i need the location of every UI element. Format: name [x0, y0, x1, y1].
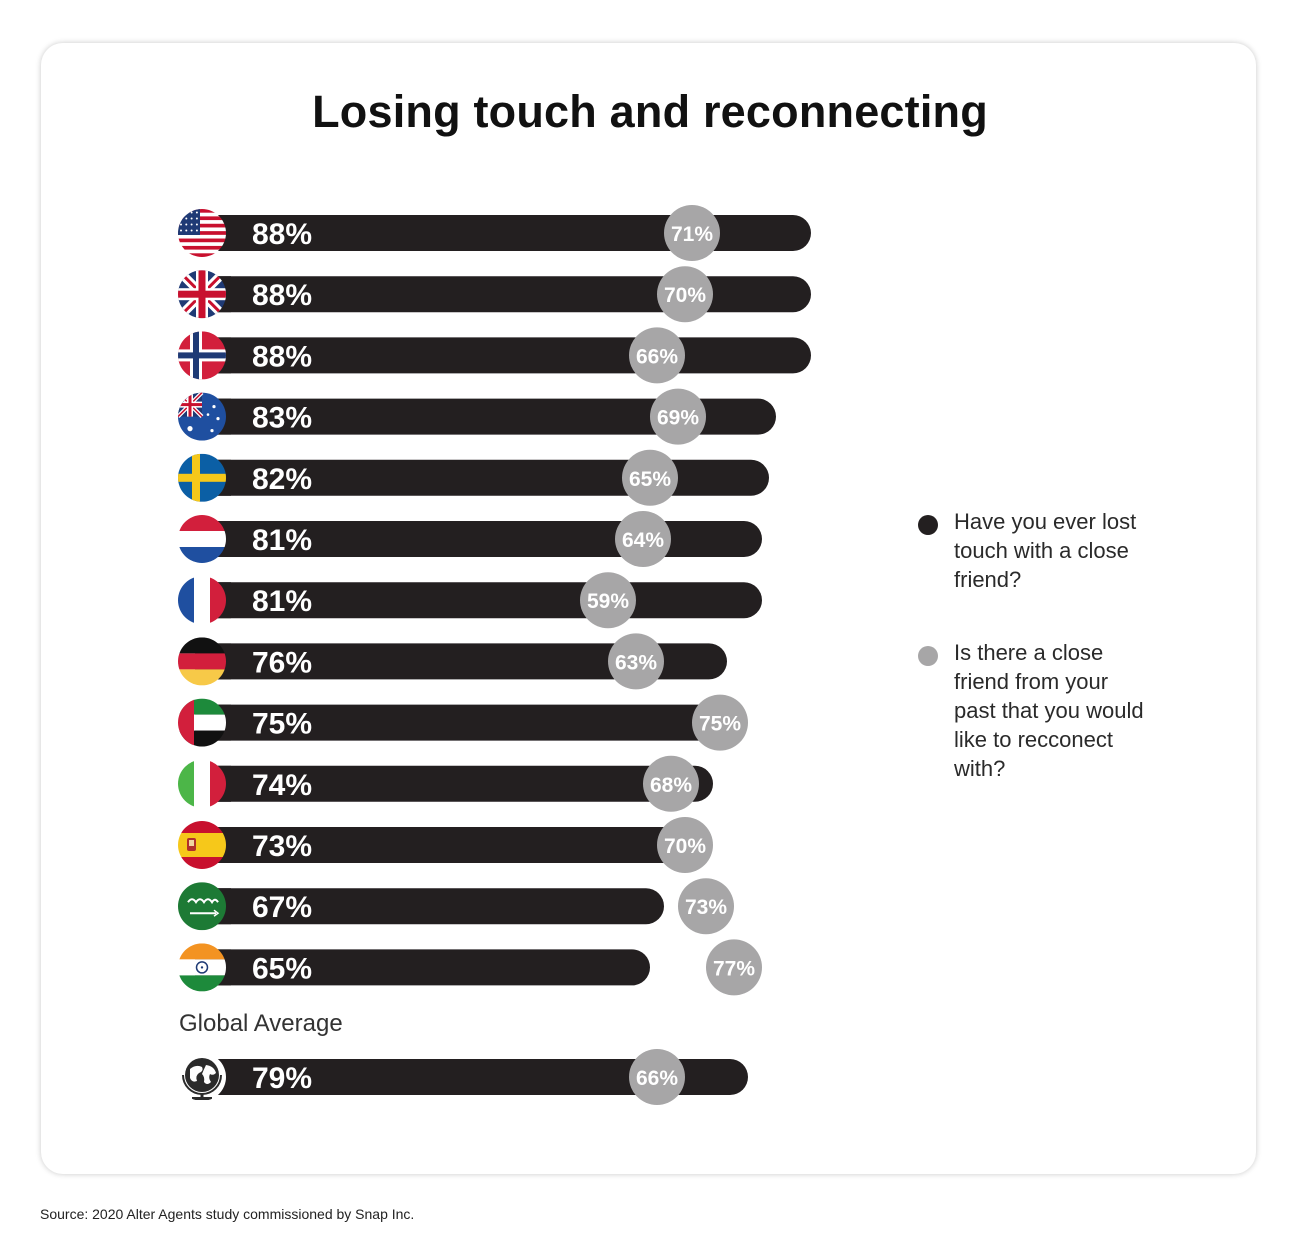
bar-value-label: 81%	[252, 585, 312, 618]
bar-lost-touch	[195, 398, 776, 435]
australia-flag-icon	[178, 392, 226, 441]
globe-icon	[178, 1053, 226, 1101]
uae-flag-icon	[178, 698, 226, 747]
bar-lost-touch	[195, 704, 720, 741]
saudi-arabia-flag-icon	[178, 882, 226, 931]
chart-row: 88% 70%	[178, 266, 811, 323]
chart-row: 81% 59%	[178, 572, 762, 629]
bar-lost-touch	[195, 215, 811, 251]
bubble-value-label: 71%	[671, 223, 713, 246]
bar-lost-touch	[195, 643, 727, 680]
bar-value-label: 82%	[252, 463, 312, 496]
bubble-reconnect	[622, 449, 678, 506]
germany-flag-icon	[178, 637, 226, 686]
bubble-value-label: 70%	[664, 284, 706, 307]
chart-row: 75% 75%	[178, 694, 748, 751]
india-flag-icon	[178, 943, 226, 992]
bar-value-label: 88%	[252, 218, 312, 251]
bar-lost-touch	[195, 276, 811, 313]
us-flag-icon	[178, 209, 226, 257]
bubble-reconnect	[629, 327, 685, 384]
bubble-value-label: 66%	[636, 1067, 678, 1090]
bar-value-label: 65%	[252, 952, 312, 985]
chart-row: 79% 66%	[178, 1049, 748, 1105]
netherlands-flag-icon	[178, 515, 226, 563]
france-flag-icon	[178, 576, 226, 625]
bubble-value-label: 64%	[622, 529, 664, 552]
norway-flag-icon	[178, 331, 226, 380]
chart-row: 88% 71%	[178, 205, 811, 261]
bubble-reconnect	[643, 755, 699, 812]
italy-flag-icon	[178, 759, 226, 808]
chart-row: 65% 77%	[178, 939, 762, 996]
bar-value-label: 88%	[252, 340, 312, 373]
chart-title: Losing touch and reconnecting	[312, 86, 988, 137]
bubble-reconnect	[657, 266, 713, 323]
bar-lost-touch	[195, 1059, 748, 1095]
bubble-value-label: 59%	[587, 590, 629, 613]
bubble-reconnect	[580, 572, 636, 629]
global-average-label: Global Average	[179, 1010, 343, 1037]
chart-row: 88% 66%	[178, 327, 811, 384]
spain-flag-icon	[178, 821, 226, 869]
bar-value-label: 81%	[252, 524, 312, 557]
chart-row: 76% 63%	[178, 633, 727, 690]
bubble-value-label: 66%	[636, 345, 678, 368]
bubble-reconnect	[706, 939, 762, 996]
sweden-flag-icon	[178, 453, 226, 502]
chart-row: 81% 64%	[178, 511, 762, 567]
bubble-value-label: 77%	[713, 957, 755, 980]
bar-value-label: 74%	[252, 769, 312, 802]
bubble-value-label: 63%	[615, 651, 657, 674]
bar-value-label: 79%	[252, 1062, 312, 1095]
bubble-value-label: 65%	[629, 468, 671, 491]
legend-label-reconnect: Is there a close friend from your past t…	[954, 640, 1144, 781]
bubble-reconnect	[657, 817, 713, 873]
bubble-reconnect	[664, 205, 720, 261]
bar-value-label: 75%	[252, 708, 312, 741]
bar-lost-touch	[195, 949, 650, 986]
bubble-reconnect	[608, 633, 664, 690]
bubble-value-label: 70%	[664, 835, 706, 858]
bubble-reconnect	[650, 388, 706, 445]
uk-flag-icon	[178, 270, 226, 319]
bar-lost-touch	[195, 765, 713, 802]
chart-row: 74% 68%	[178, 755, 713, 812]
bar-value-label: 76%	[252, 646, 312, 679]
bubble-value-label: 68%	[650, 774, 692, 797]
bar-lost-touch	[195, 827, 706, 863]
legend-swatch-reconnect	[918, 646, 938, 666]
bubble-value-label: 75%	[699, 713, 741, 736]
chart-row: 67% 73%	[178, 878, 734, 935]
chart-row: 82% 65%	[178, 449, 769, 506]
chart-row: 83% 69%	[178, 388, 776, 445]
source-note: Source: 2020 Alter Agents study commissi…	[40, 1206, 415, 1222]
bar-value-label: 73%	[252, 830, 312, 863]
bar-value-label: 88%	[252, 279, 312, 312]
legend-label-lost-touch: Have you ever lost touch with a close fr…	[954, 509, 1137, 592]
bubble-value-label: 69%	[657, 407, 699, 430]
bubble-value-label: 73%	[685, 896, 727, 919]
bar-value-label: 67%	[252, 891, 312, 924]
bubble-reconnect	[615, 511, 671, 567]
bubble-reconnect	[629, 1049, 685, 1105]
legend-swatch-lost-touch	[918, 515, 938, 535]
bar-value-label: 83%	[252, 402, 312, 435]
bubble-reconnect	[692, 694, 748, 751]
chart-row: 73% 70%	[178, 817, 713, 873]
bar-lost-touch	[195, 888, 664, 925]
bubble-reconnect	[678, 878, 734, 935]
